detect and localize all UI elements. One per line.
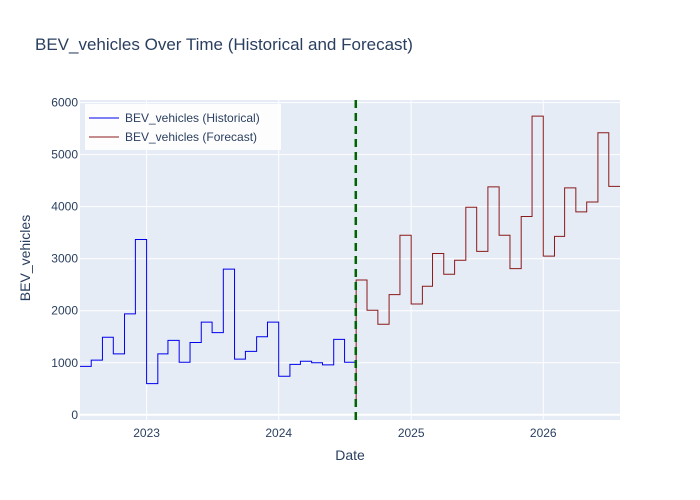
y-tick-label: 4000 — [51, 200, 78, 214]
x-tick-label: 2025 — [398, 426, 425, 440]
legend[interactable]: BEV_vehicles (Historical) BEV_vehicles (… — [85, 104, 281, 150]
x-tick-label: 2024 — [265, 426, 292, 440]
x-tick-labels: 2023 2024 2025 2026 — [133, 426, 557, 440]
y-tick-label: 2000 — [51, 304, 78, 318]
y-tick-label: 0 — [71, 408, 78, 422]
legend-box — [85, 104, 281, 150]
x-tick-label: 2023 — [133, 426, 160, 440]
y-tick-label: 3000 — [51, 252, 78, 266]
x-axis-title: Date — [335, 447, 365, 463]
historical-series-line — [80, 238, 356, 385]
plot-area — [80, 100, 620, 420]
y-tick-labels: 0 1000 2000 3000 4000 5000 6000 — [51, 96, 78, 422]
legend-label-forecast: BEV_vehicles (Forecast) — [125, 130, 257, 144]
forecast-series-line — [355, 115, 620, 402]
series-layer — [80, 115, 620, 402]
y-tick-label: 5000 — [51, 148, 78, 162]
y-axis-title: BEV_vehicles — [17, 215, 33, 301]
legend-label-historical: BEV_vehicles (Historical) — [125, 111, 260, 125]
y-tick-label: 1000 — [51, 356, 78, 370]
x-tick-label: 2026 — [530, 426, 557, 440]
y-tick-label: 6000 — [51, 96, 78, 110]
chart-title: BEV_vehicles Over Time (Historical and F… — [35, 35, 413, 54]
